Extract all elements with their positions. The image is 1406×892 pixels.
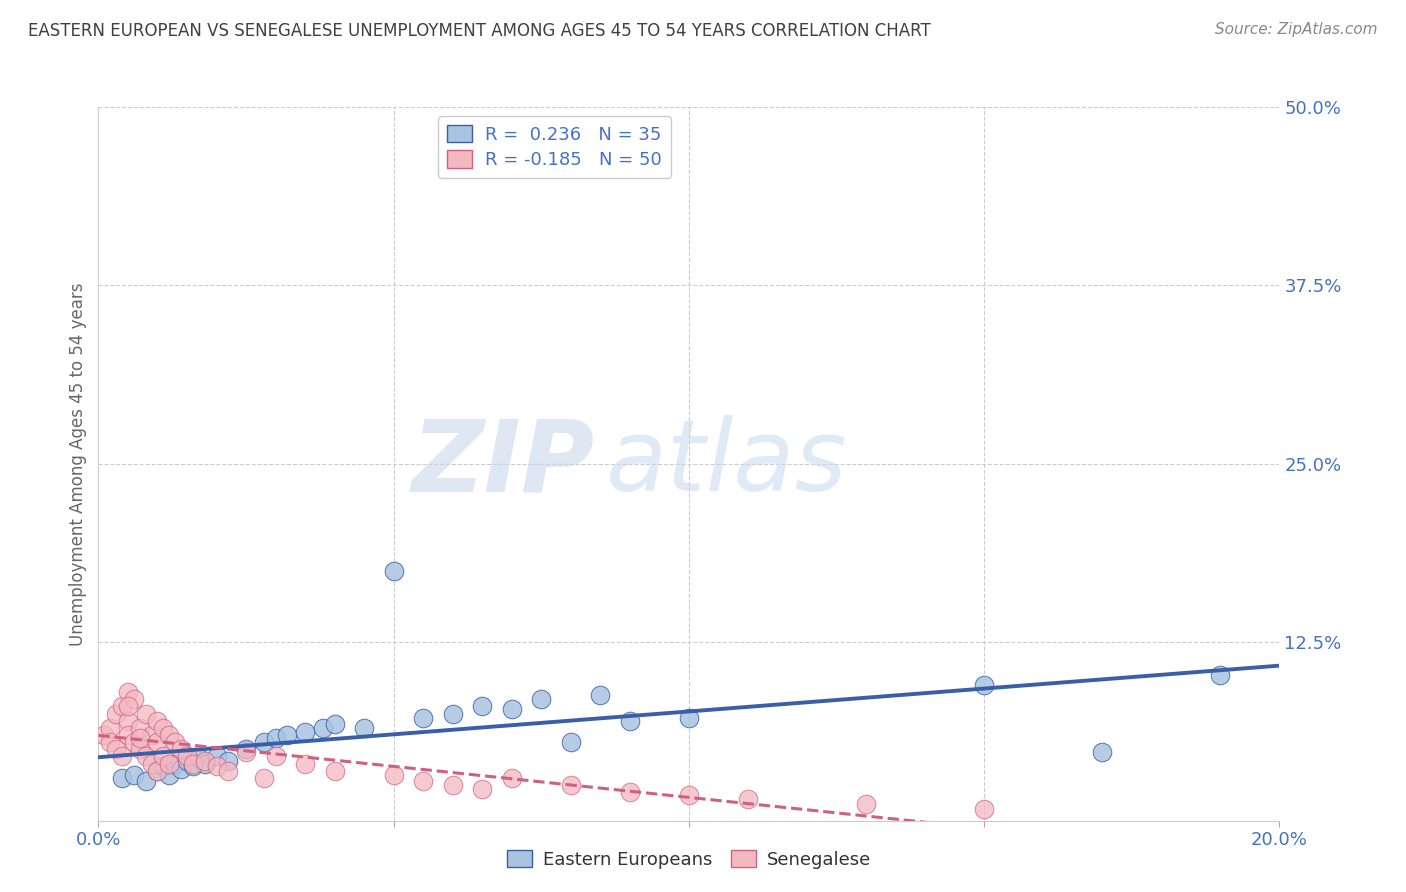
Point: [217, 764, 239, 778]
Point: [135, 706, 157, 721]
Point: [165, 756, 187, 771]
Point: [111, 699, 134, 714]
Point: [294, 725, 316, 739]
Point: [122, 768, 145, 782]
Point: [146, 764, 169, 778]
Point: [98, 721, 121, 735]
Point: [157, 728, 180, 742]
Point: [589, 688, 612, 702]
Point: [194, 754, 217, 768]
Point: [205, 749, 228, 764]
Point: [93, 728, 115, 742]
Point: [165, 735, 187, 749]
Point: [135, 749, 157, 764]
Point: [382, 564, 405, 578]
Point: [176, 749, 198, 764]
Point: [253, 735, 276, 749]
Point: [235, 742, 257, 756]
Point: [141, 728, 163, 742]
Point: [294, 756, 316, 771]
Point: [441, 778, 464, 792]
Point: [176, 754, 198, 768]
Text: atlas: atlas: [606, 416, 848, 512]
Point: [678, 788, 700, 802]
Point: [235, 745, 257, 759]
Point: [973, 678, 995, 692]
Point: [128, 721, 150, 735]
Point: [105, 706, 128, 721]
Point: [441, 706, 464, 721]
Point: [323, 716, 346, 731]
Point: [111, 749, 134, 764]
Point: [1209, 668, 1232, 682]
Point: [117, 714, 139, 728]
Point: [146, 714, 169, 728]
Legend: Eastern Europeans, Senegalese: Eastern Europeans, Senegalese: [499, 843, 879, 876]
Point: [152, 721, 174, 735]
Point: [105, 742, 128, 756]
Point: [1091, 745, 1114, 759]
Point: [128, 742, 150, 756]
Y-axis label: Unemployment Among Ages 45 to 54 years: Unemployment Among Ages 45 to 54 years: [69, 282, 87, 646]
Point: [560, 778, 582, 792]
Point: [678, 711, 700, 725]
Point: [194, 756, 217, 771]
Point: [471, 699, 494, 714]
Point: [98, 735, 121, 749]
Point: [117, 685, 139, 699]
Text: EASTERN EUROPEAN VS SENEGALESE UNEMPLOYMENT AMONG AGES 45 TO 54 YEARS CORRELATIO: EASTERN EUROPEAN VS SENEGALESE UNEMPLOYM…: [28, 22, 931, 40]
Point: [146, 735, 169, 749]
Text: Source: ZipAtlas.com: Source: ZipAtlas.com: [1215, 22, 1378, 37]
Point: [122, 735, 145, 749]
Point: [619, 785, 641, 799]
Point: [530, 692, 553, 706]
Point: [619, 714, 641, 728]
Point: [353, 721, 375, 735]
Point: [135, 773, 157, 788]
Point: [117, 699, 139, 714]
Point: [501, 702, 523, 716]
Point: [501, 771, 523, 785]
Point: [264, 731, 287, 745]
Point: [323, 764, 346, 778]
Point: [264, 749, 287, 764]
Point: [152, 759, 174, 773]
Point: [152, 749, 174, 764]
Point: [737, 792, 759, 806]
Point: [122, 692, 145, 706]
Point: [170, 762, 193, 776]
Point: [471, 782, 494, 797]
Point: [111, 771, 134, 785]
Point: [412, 773, 434, 788]
Point: [412, 711, 434, 725]
Point: [117, 728, 139, 742]
Point: [181, 759, 204, 773]
Point: [141, 756, 163, 771]
Point: [181, 756, 204, 771]
Point: [217, 754, 239, 768]
Point: [146, 764, 169, 778]
Point: [253, 771, 276, 785]
Point: [382, 768, 405, 782]
Point: [560, 735, 582, 749]
Point: [855, 797, 877, 811]
Point: [157, 756, 180, 771]
Point: [128, 731, 150, 745]
Point: [973, 802, 995, 816]
Point: [276, 728, 298, 742]
Point: [157, 768, 180, 782]
Point: [187, 751, 209, 765]
Point: [170, 742, 193, 756]
Point: [205, 759, 228, 773]
Point: [312, 721, 335, 735]
Text: ZIP: ZIP: [412, 416, 595, 512]
